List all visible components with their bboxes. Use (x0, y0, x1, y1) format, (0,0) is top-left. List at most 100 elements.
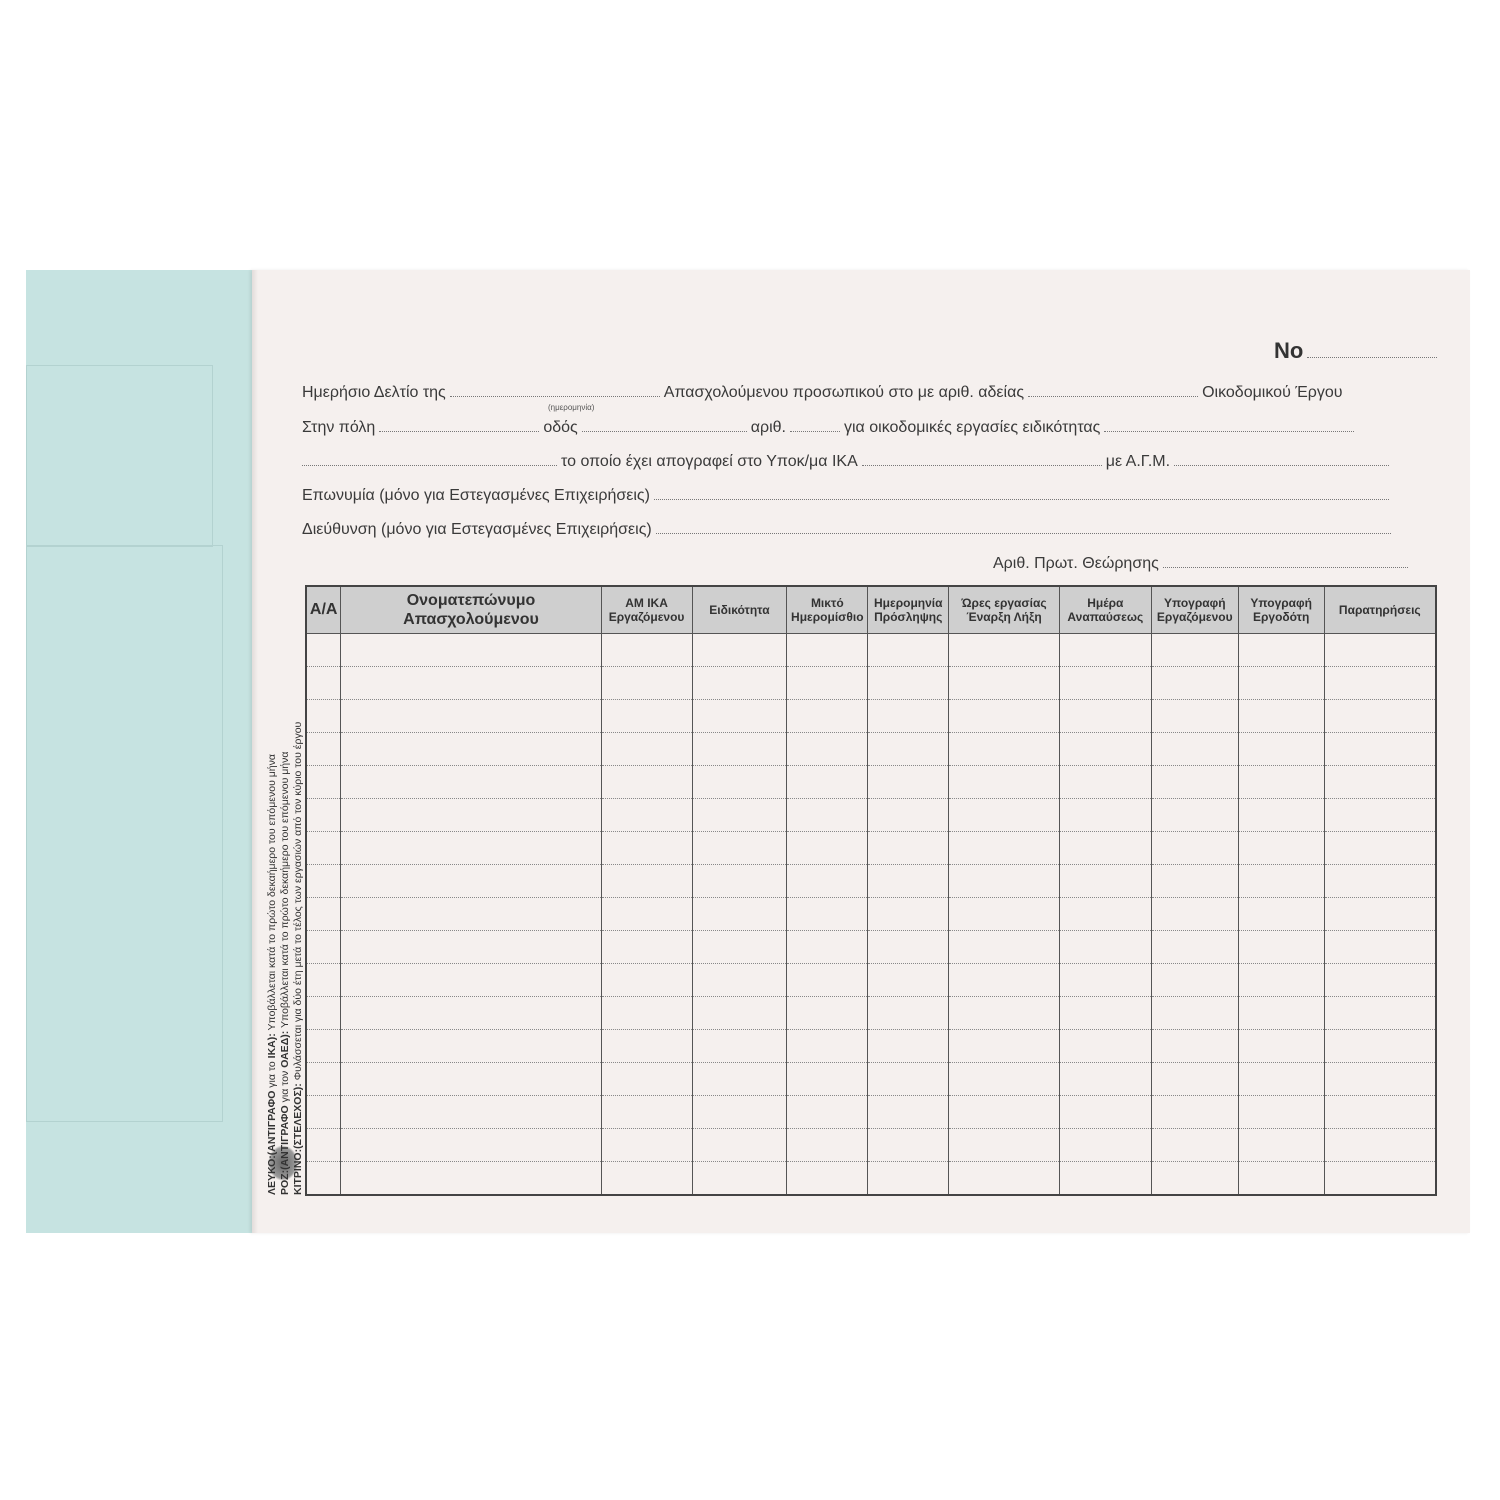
table-cell[interactable] (867, 1128, 950, 1162)
form-number-field[interactable] (1307, 345, 1438, 358)
table-cell[interactable] (786, 1029, 869, 1063)
city-field[interactable] (379, 419, 540, 432)
table-cell[interactable] (305, 765, 342, 799)
table-cell[interactable] (948, 963, 1060, 997)
company-address-field[interactable] (655, 521, 1391, 534)
table-cell[interactable] (1150, 633, 1239, 667)
table-cell[interactable] (340, 831, 602, 865)
table-cell[interactable] (1058, 633, 1152, 667)
table-cell[interactable] (948, 732, 1060, 766)
table-cell[interactable] (305, 996, 342, 1030)
table-cell[interactable] (1323, 831, 1437, 865)
table-cell[interactable] (1237, 798, 1325, 832)
company-name-field[interactable] (653, 487, 1389, 500)
table-cell[interactable] (1323, 897, 1437, 931)
table-cell[interactable] (691, 897, 788, 931)
table-cell[interactable] (340, 732, 602, 766)
table-cell[interactable] (1150, 798, 1239, 832)
table-cell[interactable] (1058, 699, 1152, 733)
table-cell[interactable] (691, 1128, 788, 1162)
table-cell[interactable] (867, 765, 950, 799)
table-cell[interactable] (691, 963, 788, 997)
table-cell[interactable] (1058, 1029, 1152, 1063)
table-cell[interactable] (305, 897, 342, 931)
table-cell[interactable] (340, 930, 602, 964)
table-cell[interactable] (1058, 996, 1152, 1030)
table-cell[interactable] (305, 699, 342, 733)
table-cell[interactable] (948, 930, 1060, 964)
table-cell[interactable] (600, 1029, 693, 1063)
table-cell[interactable] (948, 633, 1060, 667)
table-cell[interactable] (867, 897, 950, 931)
table-cell[interactable] (1058, 897, 1152, 931)
table-cell[interactable] (305, 732, 342, 766)
table-cell[interactable] (1058, 1062, 1152, 1096)
table-cell[interactable] (948, 666, 1060, 700)
table-cell[interactable] (867, 996, 950, 1030)
table-cell[interactable] (1058, 1128, 1152, 1162)
table-cell[interactable] (691, 633, 788, 667)
table-cell[interactable] (948, 831, 1060, 865)
table-cell[interactable] (1323, 1161, 1437, 1196)
table-cell[interactable] (786, 864, 869, 898)
table-cell[interactable] (600, 963, 693, 997)
table-cell[interactable] (1237, 765, 1325, 799)
table-cell[interactable] (786, 930, 869, 964)
table-cell[interactable] (691, 798, 788, 832)
table-cell[interactable] (1323, 633, 1437, 667)
street-field[interactable] (581, 419, 747, 432)
table-cell[interactable] (1150, 897, 1239, 931)
table-cell[interactable] (948, 1029, 1060, 1063)
table-cell[interactable] (340, 897, 602, 931)
table-cell[interactable] (600, 699, 693, 733)
table-cell[interactable] (1237, 897, 1325, 931)
table-cell[interactable] (786, 1128, 869, 1162)
table-cell[interactable] (305, 1062, 342, 1096)
table-cell[interactable] (1237, 1029, 1325, 1063)
table-cell[interactable] (948, 765, 1060, 799)
table-cell[interactable] (1058, 732, 1152, 766)
table-cell[interactable] (340, 765, 602, 799)
table-cell[interactable] (867, 666, 950, 700)
table-cell[interactable] (1237, 930, 1325, 964)
table-cell[interactable] (305, 963, 342, 997)
table-cell[interactable] (786, 699, 869, 733)
table-cell[interactable] (340, 699, 602, 733)
table-cell[interactable] (1150, 1062, 1239, 1096)
table-cell[interactable] (948, 1095, 1060, 1129)
table-cell[interactable] (305, 798, 342, 832)
table-cell[interactable] (1058, 963, 1152, 997)
table-cell[interactable] (1323, 1095, 1437, 1129)
table-cell[interactable] (1323, 1128, 1437, 1162)
table-cell[interactable] (1323, 1062, 1437, 1096)
table-cell[interactable] (600, 1161, 693, 1196)
table-cell[interactable] (1058, 765, 1152, 799)
table-cell[interactable] (1237, 1062, 1325, 1096)
table-cell[interactable] (867, 831, 950, 865)
table-cell[interactable] (305, 930, 342, 964)
table-cell[interactable] (1323, 963, 1437, 997)
table-cell[interactable] (1150, 1095, 1239, 1129)
table-cell[interactable] (600, 1095, 693, 1129)
date-field[interactable] (449, 384, 660, 397)
table-cell[interactable] (1237, 963, 1325, 997)
table-cell[interactable] (867, 1095, 950, 1129)
table-cell[interactable] (1237, 1095, 1325, 1129)
table-cell[interactable] (305, 831, 342, 865)
table-cell[interactable] (948, 699, 1060, 733)
table-cell[interactable] (786, 1095, 869, 1129)
table-cell[interactable] (340, 666, 602, 700)
agm-field[interactable] (1174, 453, 1390, 466)
table-cell[interactable] (305, 864, 342, 898)
table-cell[interactable] (867, 1062, 950, 1096)
table-cell[interactable] (1237, 699, 1325, 733)
table-cell[interactable] (305, 1095, 342, 1129)
table-cell[interactable] (1323, 930, 1437, 964)
table-cell[interactable] (600, 666, 693, 700)
specialty-field[interactable] (1104, 419, 1355, 432)
table-cell[interactable] (691, 1062, 788, 1096)
table-cell[interactable] (786, 666, 869, 700)
protocol-number-field[interactable] (1162, 555, 1408, 568)
table-cell[interactable] (1323, 732, 1437, 766)
table-cell[interactable] (305, 666, 342, 700)
